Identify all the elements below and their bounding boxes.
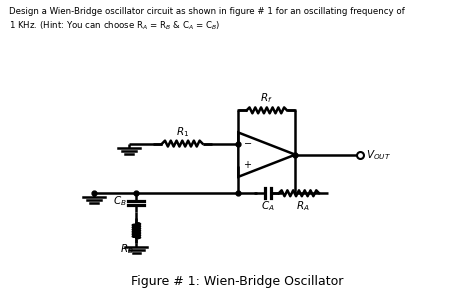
Text: Design a Wien-Bridge oscillator circuit as shown in figure # 1 for an oscillatin: Design a Wien-Bridge oscillator circuit …	[9, 7, 405, 17]
Text: $R_A$: $R_A$	[296, 200, 310, 213]
Text: $-$: $-$	[243, 137, 252, 148]
Text: 1 KHz. (Hint: You can choose R$_A$ = R$_B$ & C$_A$ = C$_B$): 1 KHz. (Hint: You can choose R$_A$ = R$_…	[9, 19, 221, 32]
Text: $+$: $+$	[243, 159, 252, 170]
Text: $R_f$: $R_f$	[261, 91, 273, 105]
Text: $C_A$: $C_A$	[261, 200, 274, 213]
Text: $C_B$: $C_B$	[113, 194, 127, 208]
Text: $R_B$: $R_B$	[120, 242, 134, 256]
Text: $R_1$: $R_1$	[176, 125, 189, 139]
Text: $V_{OUT}$: $V_{OUT}$	[366, 148, 391, 162]
Text: Figure # 1: Wien-Bridge Oscillator: Figure # 1: Wien-Bridge Oscillator	[131, 275, 343, 288]
